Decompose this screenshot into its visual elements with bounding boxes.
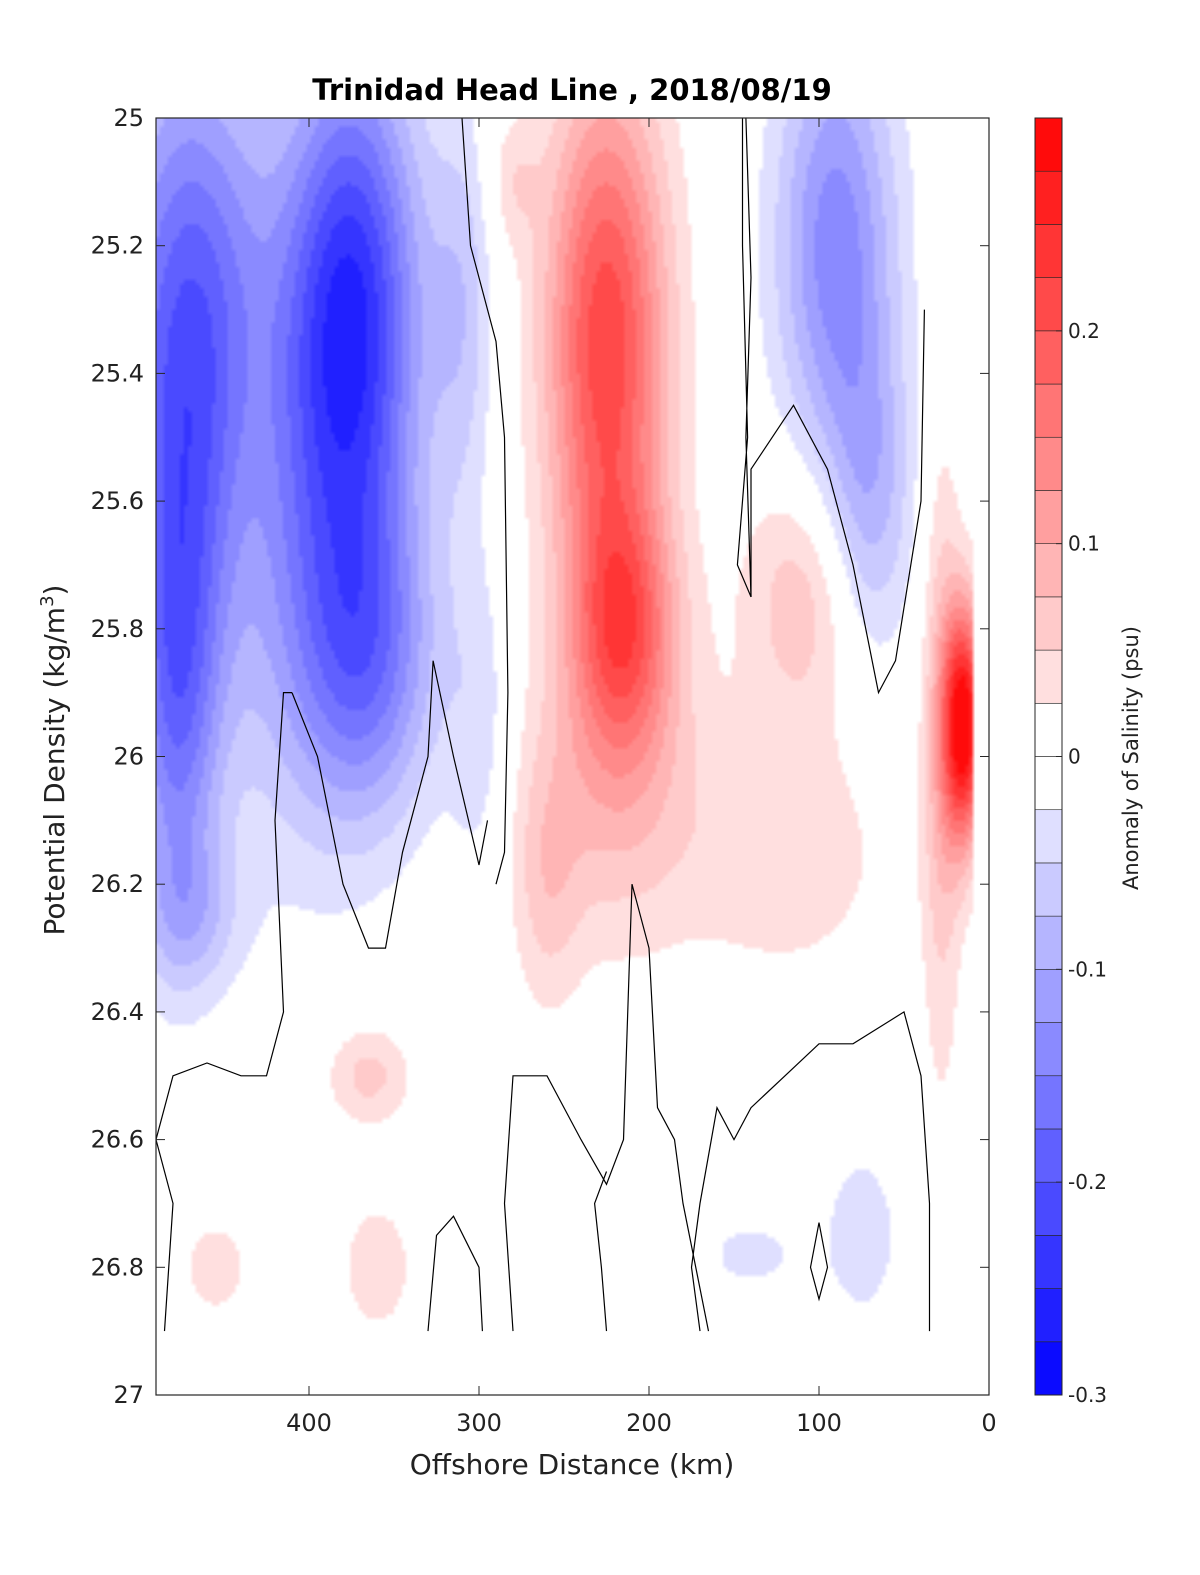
colorbar-band-9: [1034, 862, 1063, 917]
x-axis: 400 300 200 100 0: [286, 118, 997, 1437]
colorbar-band-17: [1034, 436, 1063, 491]
colorbar-band-18: [1034, 383, 1063, 438]
zero-contour-line-6: [593, 1171, 608, 1332]
y-axis: 25 25.2 25.4 25.6 25.8 26 26.2 26.4 26.6 26.8 27: [91, 104, 989, 1409]
x-tick-label-300: 300: [456, 1409, 502, 1437]
zero-contour-lines: [156, 118, 931, 1332]
colorbar-band-6: [1034, 1022, 1063, 1077]
y-tick-label-1: 25.2: [91, 232, 144, 260]
y-tick-label-2: 25.4: [91, 359, 144, 387]
colorbar-band-10: [1034, 809, 1063, 864]
colorbar-tick-label-0: 0.2: [1068, 319, 1100, 343]
colorbar-band-2: [1034, 1235, 1063, 1289]
y-axis-label-close: ): [38, 585, 71, 596]
zero-contour-line-2: [750, 309, 925, 695]
colorbar-tick-label-2: 0: [1068, 745, 1081, 769]
chart-title: Trinidad Head Line , 2018/08/19: [312, 73, 832, 107]
zero-contour-line-4: [291, 660, 489, 949]
y-axis-label-base: Potential Density (kg/m: [38, 607, 71, 936]
zero-contour-line-0: [461, 118, 509, 885]
plot-area: [155, 117, 990, 1396]
colorbar-ticks: 0.2 0.1 0 -0.1 -0.2 -0.3: [1056, 319, 1107, 1407]
y-tick-label-10: 27: [113, 1381, 144, 1409]
colorbar-band-7: [1034, 969, 1063, 1023]
y-tick-label-4: 25.8: [91, 615, 144, 643]
colorbar-band-16: [1034, 490, 1063, 544]
colorbar-band-13: [1034, 649, 1063, 704]
zero-contour-line-1: [736, 118, 752, 598]
x-tick-label-200: 200: [626, 1409, 672, 1437]
colorbar-band-20: [1034, 277, 1063, 332]
colorbar-band-19: [1034, 330, 1063, 385]
y-tick-label-0: 25: [113, 104, 144, 132]
x-tick-label-400: 400: [286, 1409, 332, 1437]
colorbar-bands: [1034, 117, 1063, 1396]
colorbar-band-14: [1034, 596, 1063, 651]
x-axis-label: Offshore Distance (km): [410, 1448, 735, 1481]
colorbar-tick-label-3: -0.1: [1068, 957, 1107, 981]
colorbar-band-5: [1034, 1075, 1063, 1130]
colorbar-tick-label-1: 0.1: [1068, 532, 1100, 556]
colorbar-band-15: [1034, 543, 1063, 598]
x-tick-label-100: 100: [796, 1409, 842, 1437]
x-tick-label-0: 0: [981, 1409, 996, 1437]
y-tick-label-9: 26.8: [91, 1253, 144, 1281]
colorbar: 0.2 0.1 0 -0.1 -0.2 -0.3 Anomaly of Salinity …: [1034, 117, 1143, 1407]
y-tick-label-6: 26.2: [91, 870, 144, 898]
colorbar-band-12: [1034, 702, 1063, 757]
y-tick-label-3: 25.6: [91, 487, 144, 515]
colorbar-tick-label-5: -0.3: [1068, 1383, 1107, 1407]
zero-contour-line-3: [156, 691, 292, 1332]
colorbar-band-21: [1034, 224, 1063, 278]
y-tick-label-5: 26: [113, 743, 144, 771]
colorbar-tick-label-4: -0.2: [1068, 1170, 1107, 1194]
y-tick-label-8: 26.6: [91, 1126, 144, 1154]
colorbar-band-23: [1034, 117, 1063, 172]
colorbar-band-0: [1034, 1341, 1063, 1396]
y-axis-label: Potential Density (kg/m3): [37, 585, 71, 936]
colorbar-label: Anomaly of Salinity (psu): [1119, 626, 1143, 890]
zero-contour-line-8: [427, 1215, 483, 1332]
zero-contour-line-7: [690, 1010, 931, 1332]
y-axis-label-superscript: 3: [37, 595, 58, 606]
colorbar-band-11: [1034, 756, 1063, 811]
colorbar-band-4: [1034, 1128, 1063, 1183]
salinity-anomaly-field: [156, 118, 989, 1332]
colorbar-band-8: [1034, 915, 1063, 970]
colorbar-band-1: [1034, 1288, 1063, 1343]
zero-contour-line-5: [503, 884, 710, 1332]
y-tick-label-7: 26.4: [91, 998, 144, 1026]
colorbar-band-3: [1034, 1181, 1063, 1236]
colorbar-band-22: [1034, 170, 1063, 225]
zero-contour-line-9: [809, 1222, 829, 1302]
